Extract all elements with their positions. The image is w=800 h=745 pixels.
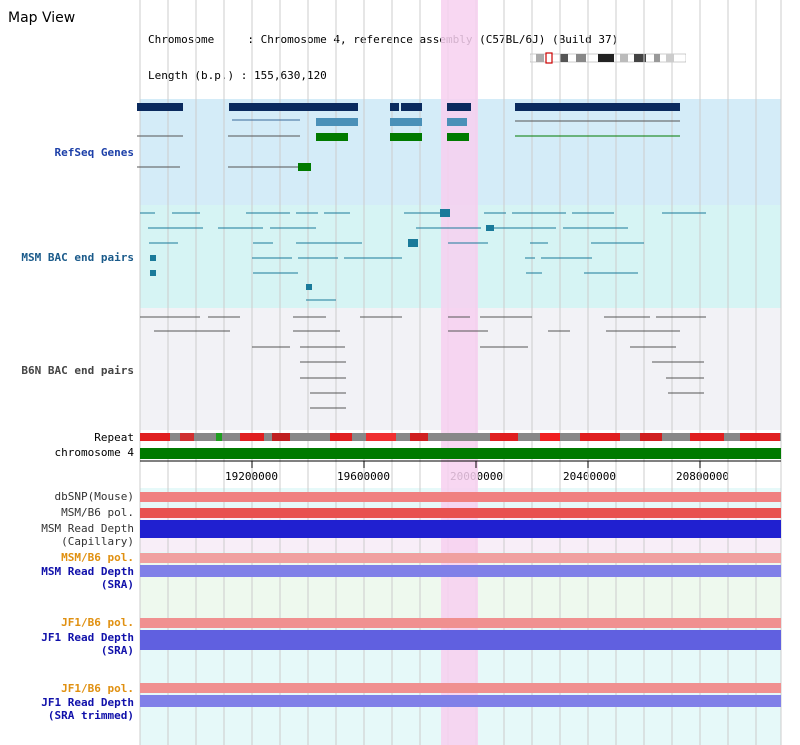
jf1-b6-pol-strip-2 xyxy=(140,683,781,693)
msm-b6-pol-strip-2 xyxy=(140,553,781,563)
jf1-trim-depth xyxy=(140,695,781,707)
msm-sra-bg xyxy=(140,560,781,620)
jf1-sra-depth xyxy=(140,630,781,650)
jf1-b6-pol-label-2[interactable]: JF1/B6 pol. xyxy=(61,682,134,695)
ideogram-graphic xyxy=(530,52,686,64)
coverage-span-info: Read coverage check span : 10,000 xyxy=(148,141,367,154)
lower-track-bg xyxy=(140,488,781,745)
msm-bac-pairs xyxy=(140,212,706,301)
axis-tick-label: 19200000 xyxy=(225,470,278,483)
jf1-read-depth-trimmed-label[interactable]: JF1 Read Depth (SRA trimmed) xyxy=(41,696,134,722)
page-title: Map View xyxy=(8,10,76,26)
msm-b6-pol-label[interactable]: MSM/B6 pol. xyxy=(61,506,134,519)
msm-b6-pol-strip xyxy=(140,508,781,518)
dbsnp-label[interactable]: dbSNP(Mouse) xyxy=(54,490,134,503)
b6n-bac-pairs xyxy=(140,316,706,409)
jf1-b6-pol-strip xyxy=(140,618,781,628)
msm-bac-label[interactable]: MSM BAC end pairs xyxy=(21,251,134,264)
show-range-info: Show (b.p.) : 18,915,985-21,038,640 : 2,… xyxy=(148,105,493,118)
msm-read-depth-capillary-label[interactable]: MSM Read Depth (Capillary) xyxy=(41,522,134,548)
axis-tick-label: 20400000 xyxy=(563,470,616,483)
region-info: Chromosome : Chromosome 4, reference ass… xyxy=(148,10,618,166)
axis-tick-label: 20000000 xyxy=(450,470,503,483)
jf1-read-depth-sra-label[interactable]: JF1 Read Depth (SRA) xyxy=(41,631,134,657)
msm-sra-depth xyxy=(140,565,781,577)
refseq-genes-label[interactable]: RefSeq Genes xyxy=(54,146,134,159)
axis-tick-label: 19600000 xyxy=(337,470,390,483)
msm-track-bg xyxy=(140,205,781,308)
chromosome-ideogram[interactable] xyxy=(530,52,686,64)
b6n-bac-label[interactable]: B6N BAC end pairs xyxy=(21,364,134,377)
b6n-track-bg xyxy=(140,308,781,430)
repeat-label: Repeat xyxy=(94,431,134,444)
axis-ticks xyxy=(140,460,781,468)
msm-capillary-depth xyxy=(140,520,781,538)
jf1-b6-pol-label[interactable]: JF1/B6 pol. xyxy=(61,616,134,629)
msm-b6-pol-label-2[interactable]: MSM/B6 pol. xyxy=(61,551,134,564)
length-info: Length (b.p.) : 155,630,120 xyxy=(148,69,327,82)
capillary-bg xyxy=(140,518,781,552)
msm-bac-markers xyxy=(150,209,494,290)
msm-read-depth-sra-label[interactable]: MSM Read Depth (SRA) xyxy=(41,565,134,591)
chromosome-label: chromosome 4 xyxy=(54,446,134,459)
repeat-track xyxy=(140,433,781,441)
axis-tick-label: 20800000 xyxy=(676,470,729,483)
chromosome-info: Chromosome : Chromosome 4, reference ass… xyxy=(148,33,619,46)
dbsnp-strip xyxy=(140,492,781,502)
chromosome-bar xyxy=(140,448,781,459)
